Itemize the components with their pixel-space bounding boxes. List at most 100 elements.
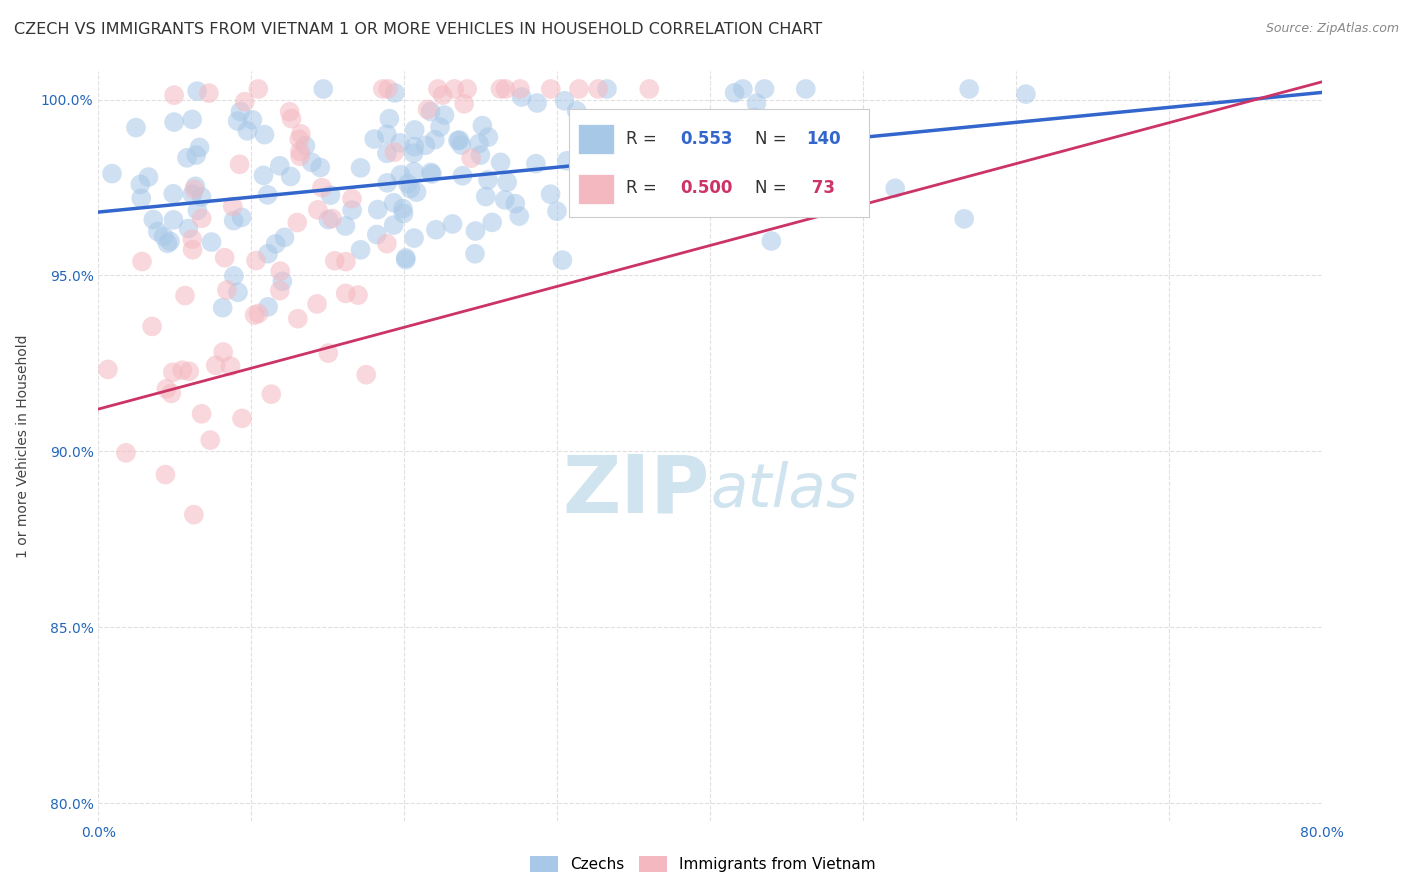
Point [233, 95, 256, 109]
Point [155, 382, 177, 396]
Point [335, 219, 357, 233]
Point [349, 161, 371, 175]
Point [405, 185, 427, 199]
Point [395, 251, 418, 265]
Text: ZIP: ZIP [562, 452, 710, 530]
Point [174, 288, 197, 302]
Point [257, 300, 280, 314]
Point [758, 170, 780, 185]
Point [229, 104, 252, 119]
Point [186, 203, 208, 218]
Point [288, 132, 311, 146]
Point [464, 224, 486, 238]
Point [264, 236, 287, 251]
Point [389, 136, 412, 150]
Point [226, 114, 249, 128]
Point [526, 95, 548, 110]
Point [162, 212, 184, 227]
Point [508, 209, 530, 223]
Point [419, 104, 441, 119]
Point [555, 153, 578, 168]
Point [183, 182, 205, 196]
Point [586, 149, 609, 163]
Point [505, 196, 527, 211]
Point [592, 116, 614, 130]
Point [253, 128, 276, 142]
Text: Source: ZipAtlas.com: Source: ZipAtlas.com [1265, 22, 1399, 36]
Point [222, 213, 245, 227]
Point [744, 111, 766, 125]
Point [204, 359, 226, 373]
Point [524, 156, 547, 170]
Point [181, 232, 204, 246]
Point [375, 128, 398, 142]
Point [219, 359, 242, 373]
Point [600, 131, 623, 145]
Point [382, 218, 405, 232]
Point [433, 108, 456, 122]
Point [97, 362, 120, 376]
Point [347, 288, 370, 302]
Text: CZECH VS IMMIGRANTS FROM VIETNAM 1 OR MORE VEHICLES IN HOUSEHOLD CORRELATION CHA: CZECH VS IMMIGRANTS FROM VIETNAM 1 OR MO… [14, 22, 823, 37]
Point [269, 159, 291, 173]
Point [231, 211, 253, 225]
Point [375, 146, 398, 161]
Point [190, 211, 212, 226]
Point [723, 86, 745, 100]
Point [142, 212, 165, 227]
Point [260, 387, 283, 401]
Point [540, 187, 562, 202]
Point [285, 216, 308, 230]
Point [389, 168, 412, 182]
Point [273, 230, 295, 244]
Point [215, 283, 238, 297]
Point [252, 169, 274, 183]
Point [396, 177, 419, 191]
Point [377, 82, 399, 96]
Point [598, 137, 620, 152]
Point [200, 235, 222, 249]
Point [290, 127, 312, 141]
Point [129, 178, 152, 192]
Point [382, 145, 405, 160]
Point [141, 319, 163, 334]
Point [288, 145, 311, 159]
Point [382, 195, 405, 210]
Point [794, 82, 817, 96]
Point [146, 225, 169, 239]
Point [425, 223, 447, 237]
Point [183, 508, 205, 522]
Point [335, 286, 357, 301]
Point [731, 82, 754, 96]
Point [354, 368, 377, 382]
Point [489, 155, 512, 169]
Point [477, 173, 499, 187]
Legend: Czechs, Immigrants from Vietnam: Czechs, Immigrants from Vietnam [523, 848, 883, 880]
Point [565, 103, 588, 118]
Point [471, 119, 494, 133]
Point [371, 82, 394, 96]
Point [475, 189, 498, 203]
Point [450, 138, 472, 153]
Point [269, 264, 291, 278]
Point [242, 112, 264, 127]
Point [181, 187, 204, 202]
Point [340, 203, 363, 218]
Point [131, 254, 153, 268]
Point [198, 86, 221, 100]
Point [323, 253, 346, 268]
Point [432, 88, 454, 103]
Point [402, 164, 425, 178]
Point [596, 82, 619, 96]
Point [280, 112, 302, 126]
Point [456, 82, 478, 96]
Point [316, 346, 339, 360]
Point [245, 253, 267, 268]
Point [761, 234, 783, 248]
Point [271, 274, 294, 288]
Point [222, 199, 245, 213]
Point [460, 151, 482, 165]
Point [156, 236, 179, 251]
Point [115, 446, 138, 460]
Point [301, 155, 323, 169]
